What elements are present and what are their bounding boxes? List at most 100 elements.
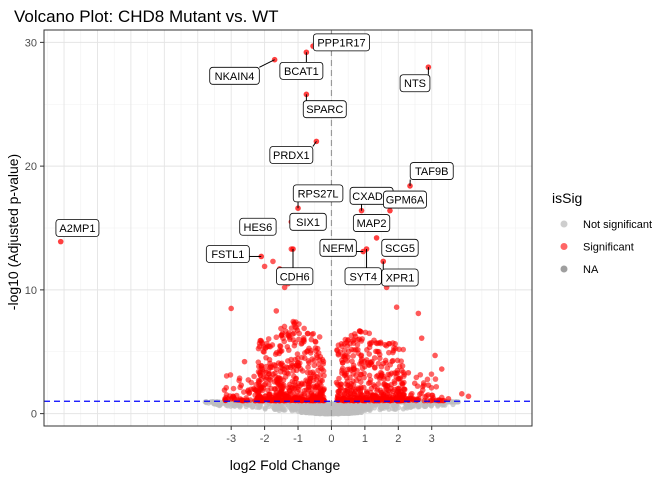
- point-significant: [263, 376, 269, 383]
- point-significant: [353, 377, 360, 384]
- label-box: [276, 267, 314, 286]
- y-tick-label: 30: [25, 37, 37, 49]
- label-box: [383, 190, 427, 209]
- gene-label-a2mp1: A2MP1: [59, 223, 95, 235]
- point-significant: [333, 379, 340, 386]
- point-significant: [374, 387, 380, 394]
- point-significant: [384, 365, 391, 372]
- point-significant: [267, 397, 274, 404]
- point-significant: [228, 305, 234, 312]
- point-not-significant: [333, 401, 340, 408]
- reference-lines: [44, 30, 532, 426]
- point-significant: [355, 336, 361, 343]
- label-connector: [312, 141, 317, 147]
- point-significant: [356, 328, 363, 334]
- point-significant: [342, 336, 349, 343]
- point-significant: [395, 375, 402, 382]
- point-significant: [377, 340, 384, 347]
- x-axis-title: log2 Fold Change: [230, 457, 341, 473]
- point-significant: [278, 332, 285, 339]
- point-significant: [354, 367, 360, 374]
- point-not-significant: [228, 400, 234, 406]
- gene-label-rps27l: RPS27L: [298, 188, 339, 200]
- point-significant: [394, 357, 401, 364]
- point-significant: [293, 367, 300, 374]
- point-not-significant: [325, 405, 332, 411]
- gene-label-gpm6a: GPM6A: [386, 195, 425, 207]
- point-significant: [287, 364, 294, 371]
- point-significant: [288, 356, 294, 363]
- point-significant: [357, 388, 364, 394]
- point-significant: [351, 336, 357, 343]
- point-significant: [251, 373, 257, 380]
- label-box: [289, 212, 327, 231]
- label-box: [279, 61, 324, 80]
- point-significant: [277, 343, 284, 350]
- point-not-significant: [345, 409, 352, 416]
- point-significant: [386, 349, 392, 356]
- point-significant: [350, 362, 357, 369]
- point-not-significant: [390, 406, 396, 412]
- point-significant: [342, 371, 349, 378]
- legend-label: Not significant: [583, 219, 652, 231]
- point-significant: [378, 392, 384, 399]
- y-tick-label: 0: [31, 409, 37, 421]
- point-significant: [230, 385, 237, 392]
- gene-label-hes6: HES6: [244, 222, 273, 234]
- point-significant: [309, 384, 315, 391]
- point-significant: [314, 382, 320, 388]
- point-significant: [393, 304, 400, 311]
- point-significant: [293, 319, 299, 325]
- point-significant: [358, 356, 365, 362]
- point-significant: [227, 372, 234, 378]
- point-significant: [366, 372, 373, 379]
- gene-label-sparc: SPARC: [306, 104, 343, 116]
- point-significant: [342, 381, 349, 387]
- point-significant: [294, 355, 301, 362]
- x-tick-label: 2: [395, 433, 401, 445]
- point-significant: [438, 366, 445, 372]
- point-significant: [291, 373, 297, 380]
- point-significant: [301, 338, 307, 345]
- point-not-significant: [202, 399, 208, 405]
- point-significant: [312, 339, 319, 345]
- point-not-significant: [294, 406, 300, 412]
- point-significant: [371, 355, 378, 361]
- point-significant: [401, 373, 407, 379]
- gene-labels: PPP1R17 BCAT1 NKAIN4 NTS SPARC PRDX1 TAF9B RPS2…: [55, 33, 454, 287]
- gene-label-nefm: NEFM: [323, 243, 354, 255]
- point-significant: [270, 371, 276, 377]
- point-labeled-gene: [387, 207, 393, 214]
- point-significant: [366, 351, 373, 357]
- point-not-significant: [316, 411, 323, 417]
- point-significant: [247, 397, 254, 403]
- gene-label-ppp1r17: PPP1R17: [317, 37, 365, 49]
- label-box: [352, 214, 391, 232]
- point-significant: [245, 387, 251, 394]
- legend-entries: Not significant Significant NA: [560, 219, 652, 276]
- point-significant: [305, 364, 311, 370]
- point-significant: [320, 368, 327, 374]
- point-not-significant: [361, 403, 367, 409]
- point-significant: [459, 391, 465, 397]
- gene-label-nts: NTS: [404, 78, 426, 90]
- point-significant: [383, 359, 389, 366]
- point-significant: [385, 383, 391, 389]
- point-not-significant: [367, 407, 373, 414]
- point-significant: [405, 369, 412, 376]
- point-significant: [417, 371, 424, 378]
- point-significant: [266, 381, 272, 388]
- point-significant: [376, 376, 383, 382]
- point-significant: [310, 377, 317, 384]
- point-significant: [225, 396, 232, 402]
- label-connector: [259, 59, 275, 68]
- point-significant: [390, 340, 396, 346]
- point-significant: [350, 353, 357, 359]
- point-significant: [310, 397, 317, 404]
- point-not-significant: [281, 407, 287, 413]
- point-significant: [256, 378, 263, 385]
- point-significant: [243, 395, 249, 401]
- point-significant: [353, 372, 359, 379]
- point-significant: [292, 339, 298, 346]
- point-significant: [366, 330, 373, 337]
